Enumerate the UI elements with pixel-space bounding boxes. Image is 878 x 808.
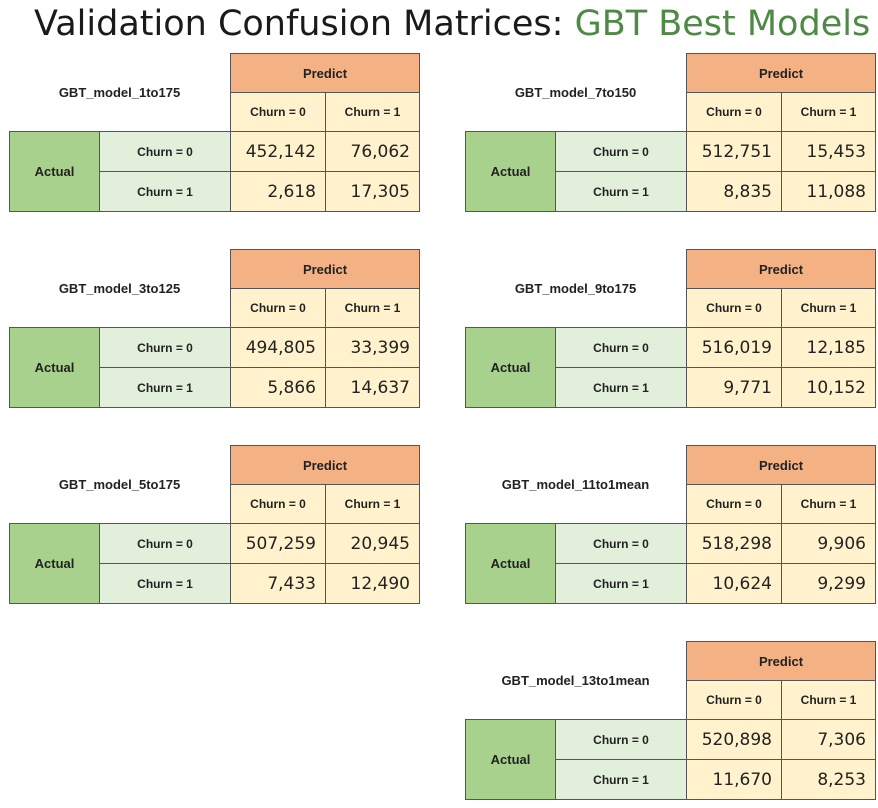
model-name: GBT_model_9to175: [514, 280, 637, 296]
false-positive-cell: 9,906: [781, 523, 876, 564]
actual-churn0-label: Churn = 0: [99, 523, 231, 564]
model-name: GBT_model_7to150: [514, 84, 637, 100]
predicted-churn0-header: Churn = 0: [230, 92, 326, 132]
true-positive-cell: 8,253: [781, 759, 876, 800]
predict-header: Predict: [230, 53, 420, 93]
actual-churn1-label: Churn = 1: [555, 759, 687, 800]
false-negative-cell: 11,670: [686, 759, 782, 800]
model-name: GBT_model_3to125: [58, 280, 181, 296]
true-negative-cell: 516,019: [686, 327, 782, 368]
predicted-churn1-header: Churn = 1: [325, 288, 420, 328]
false-positive-cell: 7,306: [781, 719, 876, 760]
true-positive-cell: 17,305: [325, 171, 420, 212]
predicted-churn1-header: Churn = 1: [781, 484, 876, 524]
actual-churn0-label: Churn = 0: [555, 327, 687, 368]
true-negative-cell: 494,805: [230, 327, 326, 368]
actual-header: Actual: [465, 719, 556, 800]
true-negative-cell: 520,898: [686, 719, 782, 760]
predicted-churn0-header: Churn = 0: [230, 288, 326, 328]
actual-header: Actual: [465, 523, 556, 604]
true-negative-cell: 518,298: [686, 523, 782, 564]
confusion-matrix: GBT_model_5to175 Predict Churn = 0 Churn = …: [9, 445, 420, 604]
predicted-churn0-header: Churn = 0: [686, 288, 782, 328]
model-name: GBT_model_1to175: [58, 84, 181, 100]
false-negative-cell: 2,618: [230, 171, 326, 212]
true-positive-cell: 14,637: [325, 367, 420, 408]
predict-header: Predict: [686, 249, 876, 289]
predicted-churn1-header: Churn = 1: [781, 92, 876, 132]
true-negative-cell: 512,751: [686, 131, 782, 172]
true-negative-cell: 452,142: [230, 131, 326, 172]
predicted-churn0-header: Churn = 0: [230, 484, 326, 524]
false-negative-cell: 9,771: [686, 367, 782, 408]
true-positive-cell: 10,152: [781, 367, 876, 408]
actual-header: Actual: [465, 131, 556, 212]
false-positive-cell: 33,399: [325, 327, 420, 368]
title-main: Validation Confusion Matrices:: [34, 4, 575, 44]
confusion-matrix: GBT_model_9to175 Predict Churn = 0 Churn = …: [465, 249, 876, 408]
false-positive-cell: 12,185: [781, 327, 876, 368]
true-positive-cell: 9,299: [781, 563, 876, 604]
predicted-churn1-header: Churn = 1: [781, 680, 876, 720]
false-positive-cell: 15,453: [781, 131, 876, 172]
predicted-churn0-header: Churn = 0: [686, 92, 782, 132]
actual-header: Actual: [465, 327, 556, 408]
predict-header: Predict: [686, 641, 876, 681]
predicted-churn1-header: Churn = 1: [325, 484, 420, 524]
predict-header: Predict: [230, 249, 420, 289]
false-positive-cell: 20,945: [325, 523, 420, 564]
model-name: GBT_model_5to175: [58, 476, 181, 492]
confusion-matrix: GBT_model_13to1mean Predict Churn = 0 Churn…: [465, 641, 876, 800]
actual-churn0-label: Churn = 0: [555, 719, 687, 760]
actual-churn1-label: Churn = 1: [99, 171, 231, 212]
confusion-matrix: GBT_model_3to125 Predict Churn = 0 Churn = …: [9, 249, 420, 408]
actual-churn1-label: Churn = 1: [99, 367, 231, 408]
actual-churn0-label: Churn = 0: [99, 327, 231, 368]
true-positive-cell: 11,088: [781, 171, 876, 212]
false-negative-cell: 7,433: [230, 563, 326, 604]
actual-header: Actual: [9, 523, 100, 604]
false-positive-cell: 76,062: [325, 131, 420, 172]
false-negative-cell: 5,866: [230, 367, 326, 408]
actual-churn1-label: Churn = 1: [555, 171, 687, 212]
actual-churn0-label: Churn = 0: [555, 523, 687, 564]
title-accent: GBT Best Models: [574, 4, 871, 44]
predicted-churn1-header: Churn = 1: [781, 288, 876, 328]
predict-header: Predict: [686, 53, 876, 93]
actual-churn1-label: Churn = 1: [555, 367, 687, 408]
model-name: GBT_model_13to1mean: [501, 672, 650, 688]
actual-churn1-label: Churn = 1: [99, 563, 231, 604]
actual-churn0-label: Churn = 0: [99, 131, 231, 172]
actual-header: Actual: [9, 131, 100, 212]
true-negative-cell: 507,259: [230, 523, 326, 564]
false-negative-cell: 10,624: [686, 563, 782, 604]
predicted-churn0-header: Churn = 0: [686, 484, 782, 524]
predict-header: Predict: [230, 445, 420, 485]
predicted-churn0-header: Churn = 0: [686, 680, 782, 720]
confusion-matrix: GBT_model_1to175 Predict Churn = 0 Churn = …: [9, 53, 420, 212]
false-negative-cell: 8,835: [686, 171, 782, 212]
predicted-churn1-header: Churn = 1: [325, 92, 420, 132]
actual-header: Actual: [9, 327, 100, 408]
confusion-matrix: GBT_model_7to150 Predict Churn = 0 Churn = …: [465, 53, 876, 212]
page-title: Validation Confusion Matrices: GBT Best …: [34, 4, 870, 44]
true-positive-cell: 12,490: [325, 563, 420, 604]
model-name: GBT_model_11to1mean: [501, 476, 650, 492]
actual-churn1-label: Churn = 1: [555, 563, 687, 604]
predict-header: Predict: [686, 445, 876, 485]
confusion-matrix: GBT_model_11to1mean Predict Churn = 0 Churn…: [465, 445, 876, 604]
actual-churn0-label: Churn = 0: [555, 131, 687, 172]
